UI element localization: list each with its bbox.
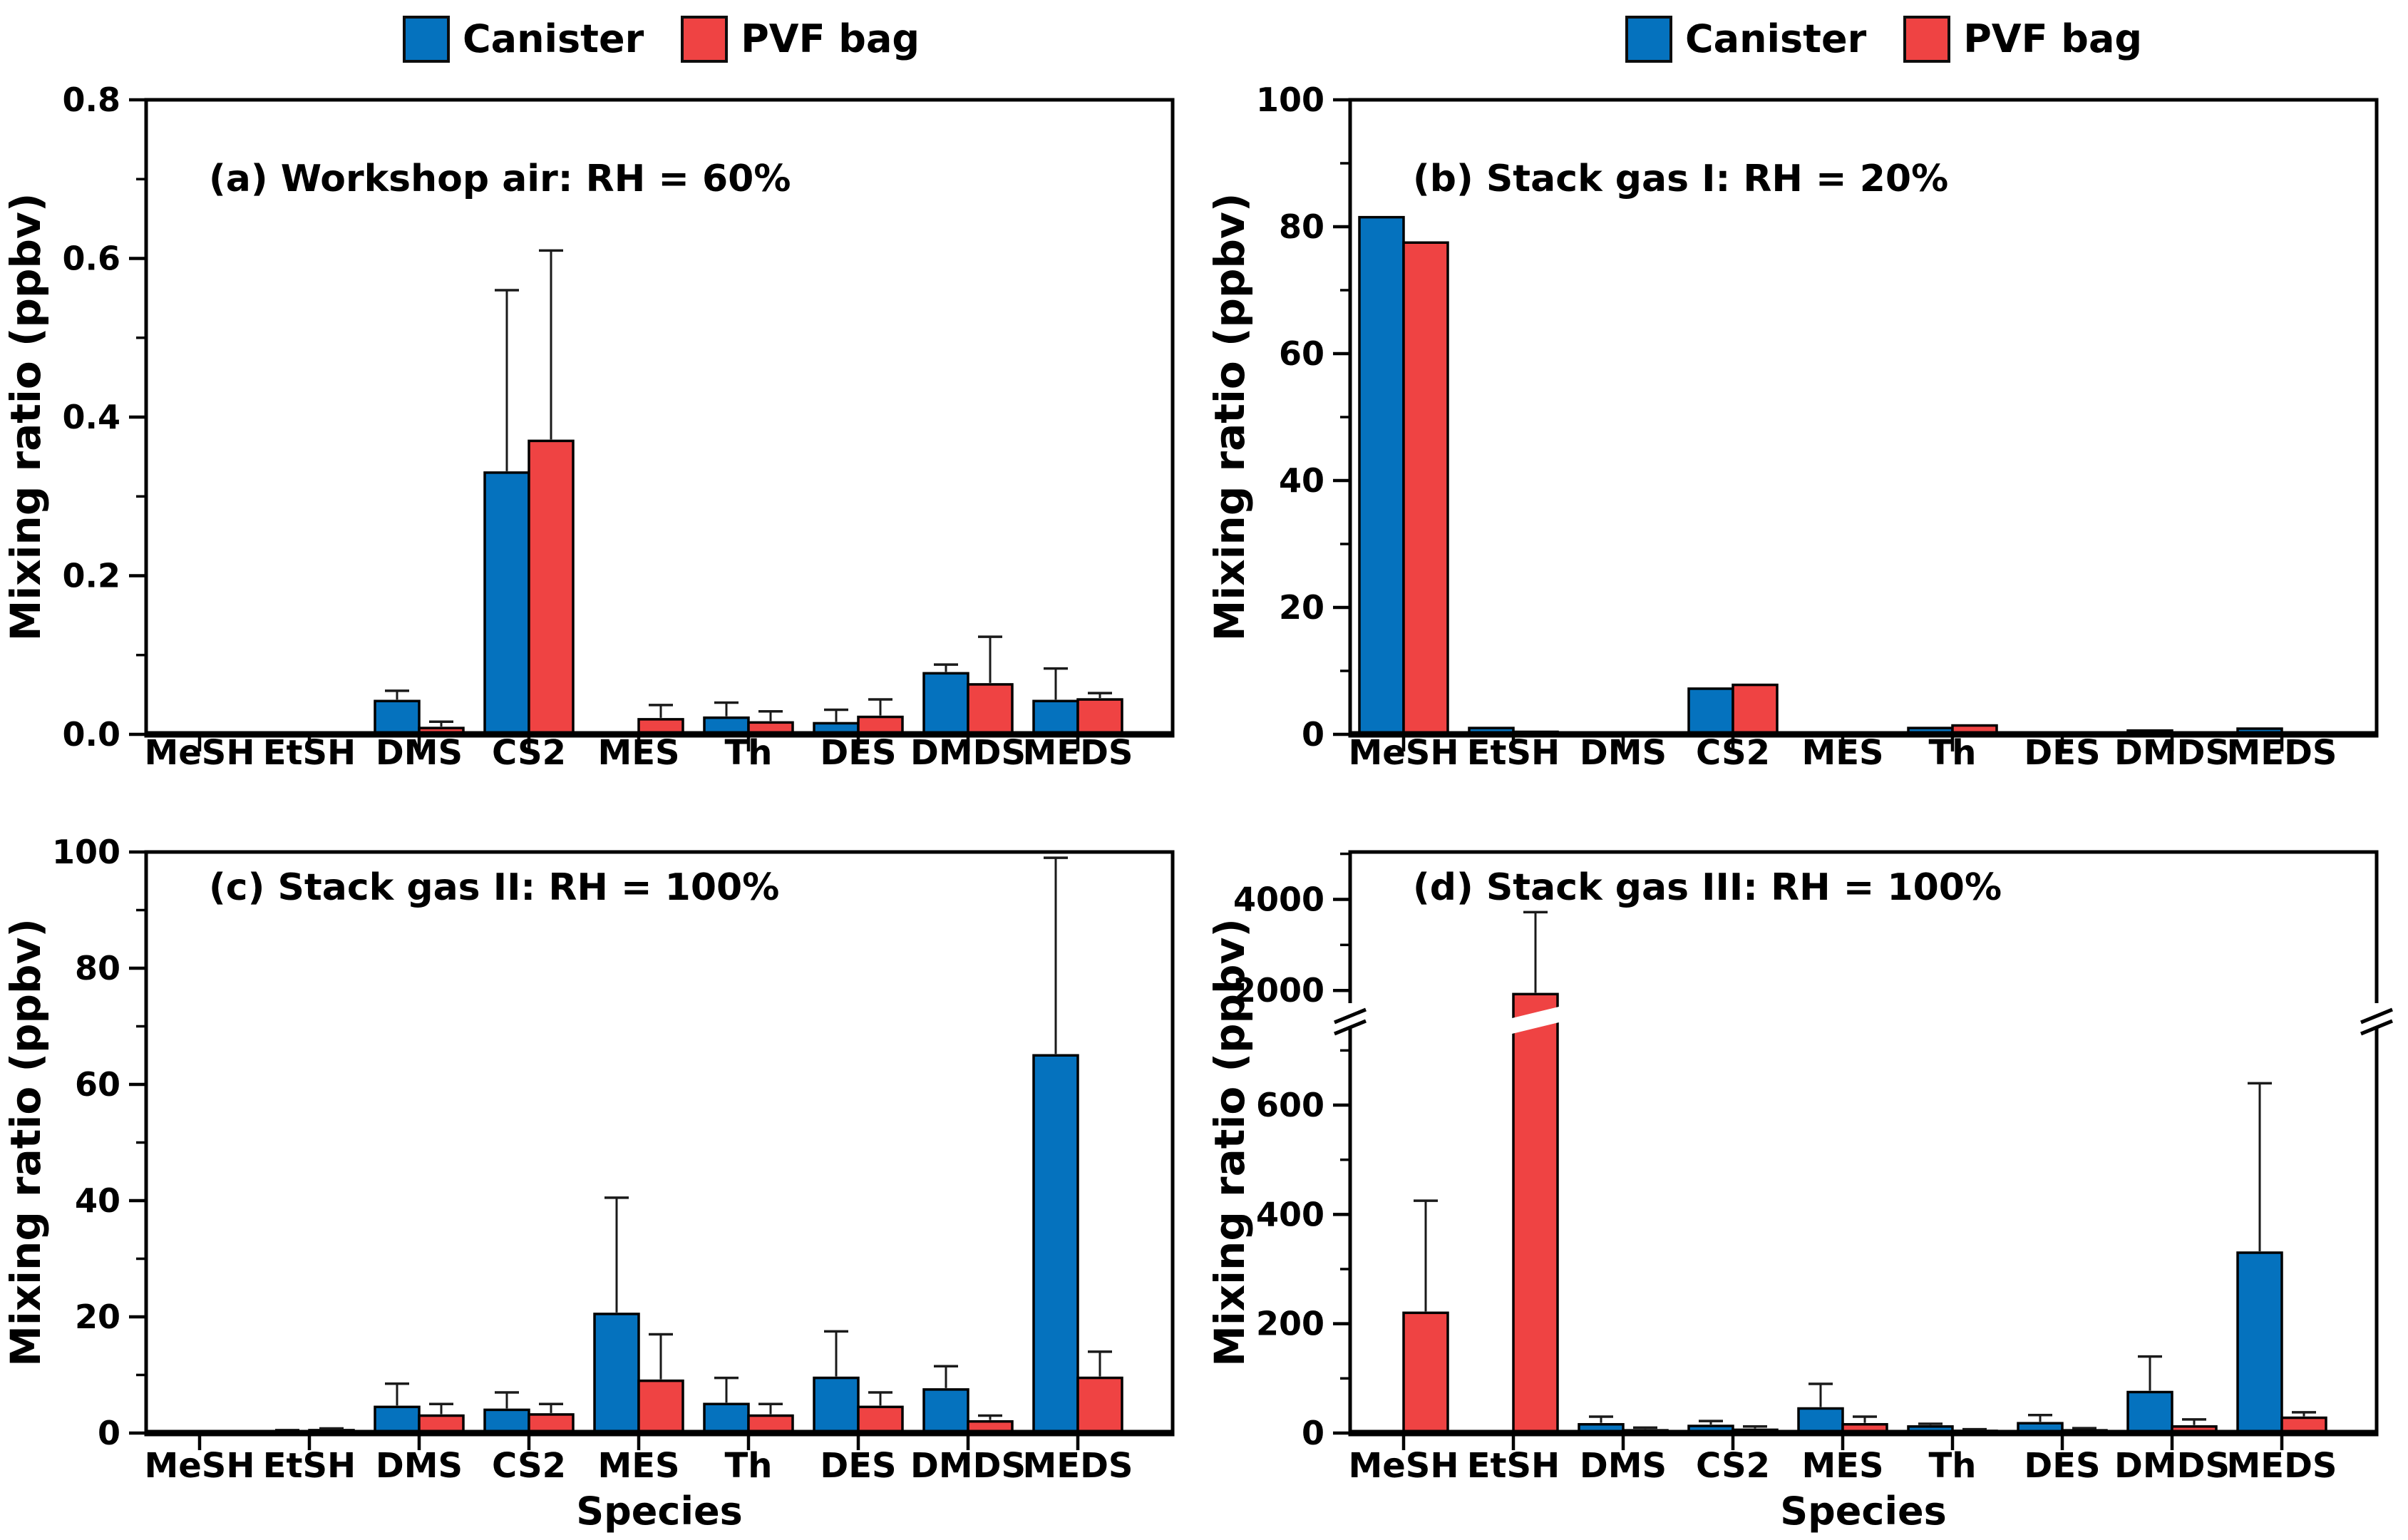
svg-text:0.0: 0.0 [63,715,121,754]
svg-text:CS2: CS2 [492,733,566,770]
svg-text:(b) Stack gas I: RH = 20%: (b) Stack gas I: RH = 20% [1413,158,1948,200]
chart-panel-a: 0.0 0.2 0.4 0.6 0.8 MeSH EtSH DMS CS2 MES Th DES DMD… [1,81,1175,770]
svg-text:0.8: 0.8 [63,81,121,119]
svg-text:Species: Species [1780,1489,1946,1534]
svg-text:DMS: DMS [376,733,463,770]
svg-text:200: 200 [1256,1305,1324,1343]
svg-text:DMS: DMS [1580,1446,1667,1486]
svg-text:EtSH: EtSH [263,733,356,770]
svg-text:400: 400 [1256,1195,1324,1233]
svg-text:DES: DES [820,733,896,770]
svg-text:40: 40 [75,1181,120,1220]
svg-text:600: 600 [1256,1086,1324,1124]
svg-text:Th: Th [725,1446,773,1486]
chart-panel-d: 0 200 400 600 2000 4000 MeSH EtSH DMS CS2 MES Th DES… [1205,850,2393,1534]
svg-text:0.2: 0.2 [63,557,121,595]
svg-text:MeSH: MeSH [1348,733,1458,770]
svg-text:EtSH: EtSH [1467,1446,1560,1486]
svg-text:DES: DES [2024,733,2100,770]
svg-text:EtSH: EtSH [263,1446,356,1486]
panel-a-workshop-air: 0.0 0.2 0.4 0.6 0.8 MeSH EtSH DMS CS2 MES Th DES DMD… [0,0,1204,770]
svg-text:80: 80 [75,949,120,987]
legend-left: Canister PVF bag [403,16,957,63]
svg-text:100: 100 [1256,81,1324,119]
svg-text:80: 80 [1279,207,1324,246]
legend-right: Canister PVF bag [1625,16,2179,63]
svg-text:DES: DES [2024,1446,2100,1486]
svg-text:Mixing ratio (ppbv): Mixing ratio (ppbv) [1205,918,1254,1367]
svg-text:100: 100 [52,833,120,871]
svg-text:(c) Stack gas II: RH = 100%: (c) Stack gas II: RH = 100% [209,866,779,909]
svg-text:20: 20 [1279,588,1324,627]
svg-text:(a) Workshop air: RH = 60%: (a) Workshop air: RH = 60% [209,158,791,200]
svg-text:Th: Th [1929,733,1977,770]
svg-text:MEDS: MEDS [2227,1446,2337,1486]
svg-text:MEDS: MEDS [2227,733,2337,770]
svg-text:MEDS: MEDS [1023,733,1133,770]
svg-text:2000: 2000 [1233,971,1324,1010]
svg-text:0.6: 0.6 [63,240,121,278]
panel-c-stack-gas-2: 0 20 40 60 80 100 MeSH EtSH DMS CS2 MES Th DES DMDS ME… [0,770,1204,1540]
svg-text:Mixing ratio (ppbv): Mixing ratio (ppbv) [1,918,50,1367]
svg-text:0: 0 [1302,715,1324,754]
svg-text:MeSH: MeSH [144,1446,254,1486]
svg-text:4000: 4000 [1233,880,1324,918]
panel-d-stack-gas-3: 0 200 400 600 2000 4000 MeSH EtSH DMS CS2 MES Th DES… [1204,770,2408,1540]
chart-panel-b: 0 20 40 60 80 100 MeSH EtSH DMS CS2 MES Th DES DMDSME… [1205,81,2379,770]
legend-label-pvf-bag: PVF bag [741,16,920,61]
svg-text:40: 40 [1279,461,1324,500]
svg-text:20: 20 [75,1298,120,1336]
legend-swatch-canister [1625,16,1672,63]
svg-text:CS2: CS2 [1696,1446,1770,1486]
svg-text:MeSH: MeSH [144,733,254,770]
svg-text:Species: Species [576,1489,742,1534]
legend-swatch-pvf-bag [1903,16,1951,63]
svg-text:Mixing ratio (ppbv): Mixing ratio (ppbv) [1,193,50,642]
svg-text:0: 0 [98,1414,120,1452]
svg-text:Th: Th [725,733,773,770]
legend-swatch-pvf-bag [681,16,729,63]
svg-text:DMS: DMS [376,1446,463,1486]
svg-text:DMS: DMS [1580,733,1667,770]
svg-text:DMDS: DMDS [2114,733,2230,770]
svg-text:CS2: CS2 [1696,733,1770,770]
svg-text:MEDS: MEDS [1023,1446,1133,1486]
svg-text:DMDS: DMDS [910,733,1026,770]
svg-text:CS2: CS2 [492,1446,566,1486]
svg-text:0.4: 0.4 [63,398,121,436]
legend-label-canister: Canister [1685,16,1867,61]
svg-text:60: 60 [75,1065,120,1104]
chart-panel-c: 0 20 40 60 80 100 MeSH EtSH DMS CS2 MES Th DES DMDSME… [1,833,1175,1534]
svg-text:DES: DES [820,1446,896,1486]
svg-text:MES: MES [1801,1446,1883,1486]
svg-text:MES: MES [597,1446,679,1486]
svg-text:(d) Stack gas III: RH = 100%: (d) Stack gas III: RH = 100% [1413,866,2002,909]
svg-text:Th: Th [1929,1446,1977,1486]
svg-text:0: 0 [1302,1414,1324,1452]
svg-text:DMDS: DMDS [910,1446,1026,1486]
svg-text:MES: MES [1801,733,1883,770]
svg-text:DMDS: DMDS [2114,1446,2230,1486]
legend-swatch-canister [403,16,450,63]
svg-text:60: 60 [1279,334,1324,373]
svg-text:MES: MES [597,733,679,770]
svg-text:Mixing ratio (ppbv): Mixing ratio (ppbv) [1205,193,1254,642]
svg-text:EtSH: EtSH [1467,733,1560,770]
legend-label-canister: Canister [463,16,644,61]
panel-b-stack-gas-1: 0 20 40 60 80 100 MeSH EtSH DMS CS2 MES Th DES DMDS ME… [1204,0,2408,770]
svg-text:MeSH: MeSH [1348,1446,1458,1486]
legend-label-pvf-bag: PVF bag [1963,16,2143,61]
